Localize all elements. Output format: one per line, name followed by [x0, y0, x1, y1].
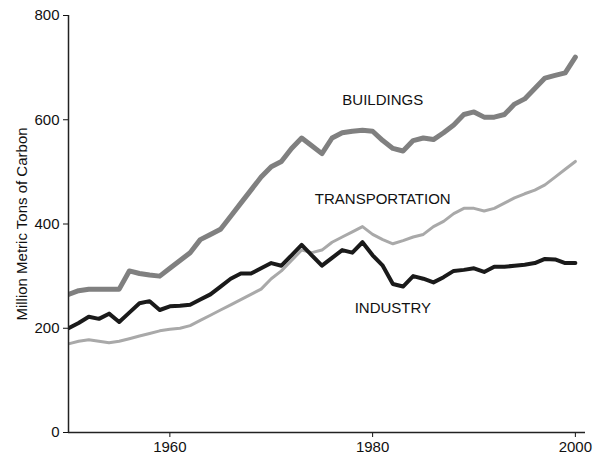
svg-text:1960: 1960: [153, 438, 186, 455]
svg-text:200: 200: [34, 319, 59, 336]
svg-text:1980: 1980: [356, 438, 389, 455]
svg-text:600: 600: [34, 111, 59, 128]
svg-text:Million Metric Tons of Carbon: Million Metric Tons of Carbon: [13, 127, 30, 320]
svg-text:800: 800: [34, 6, 59, 23]
svg-text:2000: 2000: [559, 438, 592, 455]
svg-text:0: 0: [51, 423, 59, 440]
svg-text:BUILDINGS: BUILDINGS: [342, 91, 423, 108]
svg-text:400: 400: [34, 215, 59, 232]
svg-text:TRANSPORTATION: TRANSPORTATION: [315, 190, 451, 207]
svg-text:INDUSTRY: INDUSTRY: [355, 299, 431, 316]
